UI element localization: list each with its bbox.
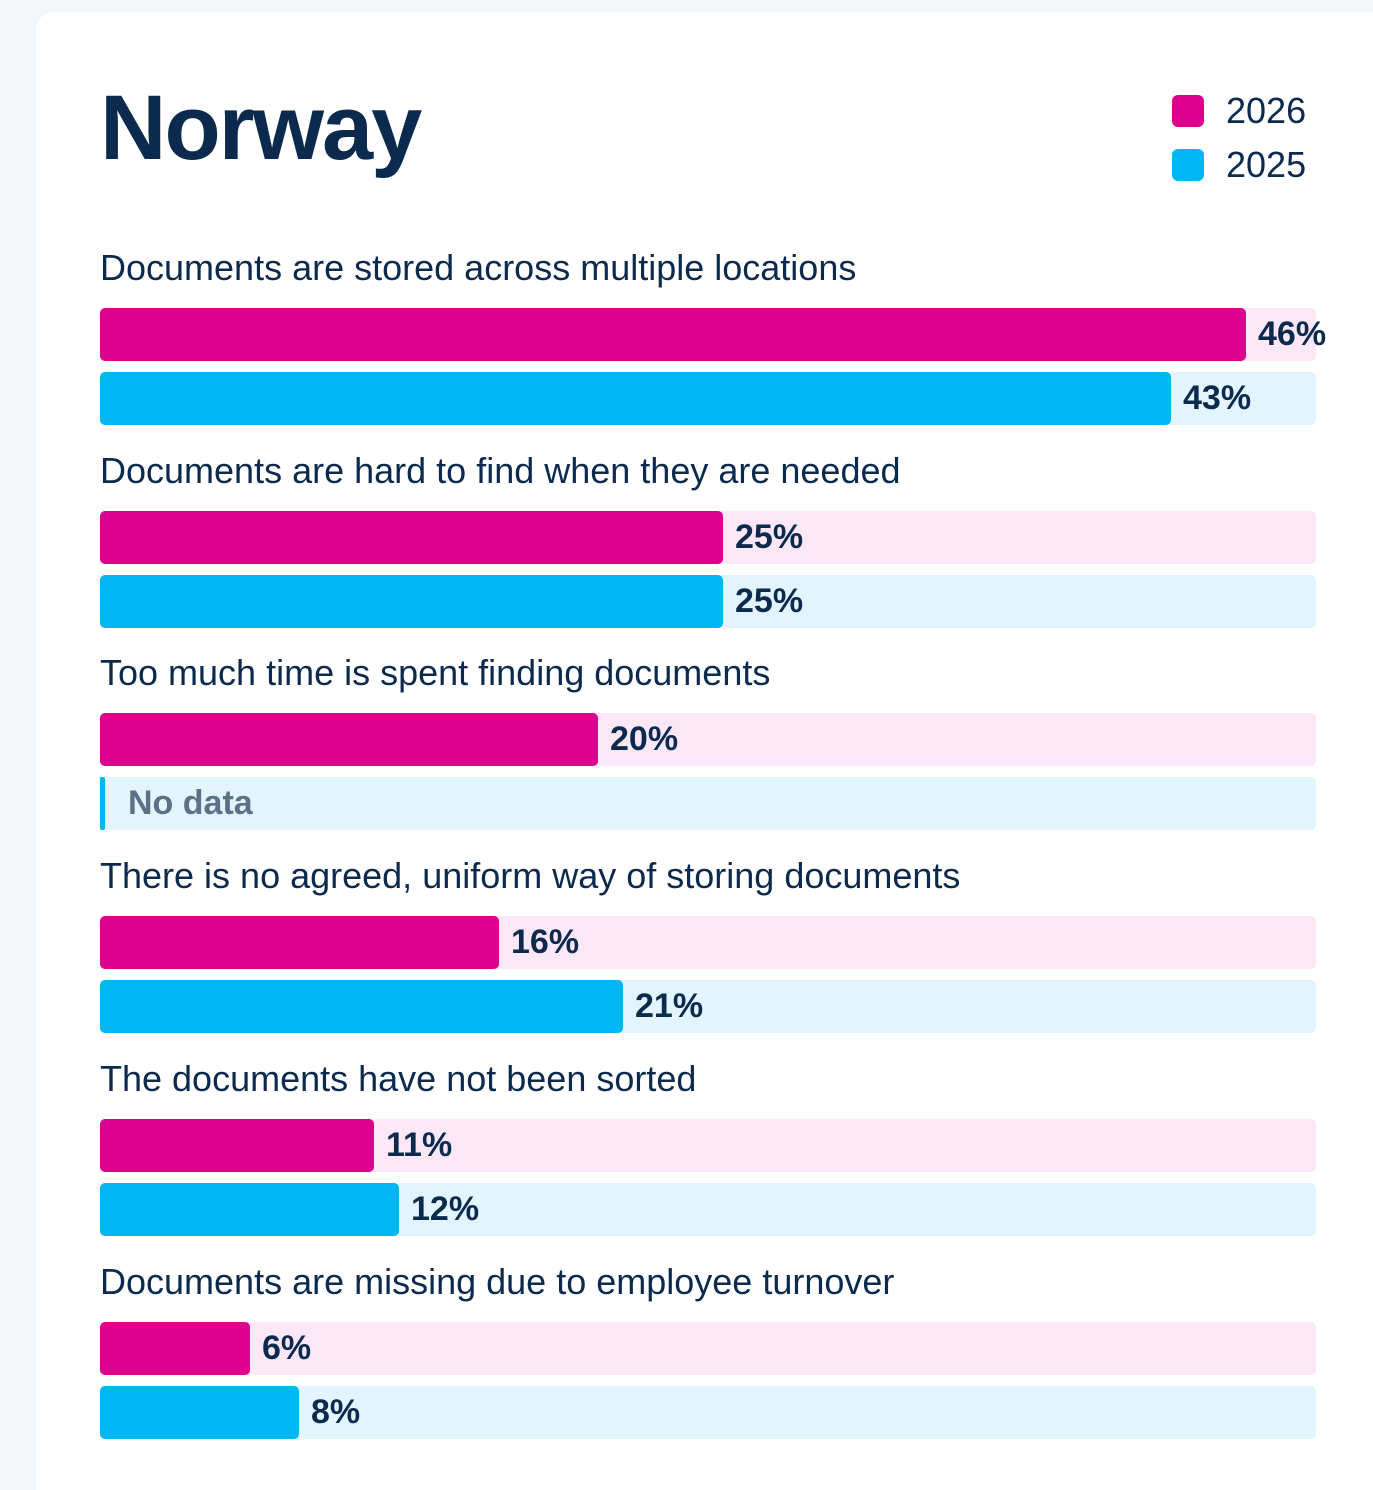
- bar-track-2025: 21%: [100, 980, 1316, 1033]
- category-group: The documents have not been sorted 11% 12%: [100, 1057, 1316, 1247]
- category-group: Documents are hard to find when they are…: [100, 449, 1316, 639]
- bar-2026: [100, 713, 598, 766]
- no-data-label: No data: [128, 784, 253, 822]
- data-label-2026: 6%: [262, 1329, 312, 1367]
- bar-track-2025: 43%: [100, 372, 1316, 425]
- bar-track-2025: 25%: [100, 575, 1316, 628]
- bar-2026: [100, 511, 723, 564]
- data-label-2026: 46%: [1258, 315, 1327, 353]
- category-group: There is no agreed, uniform way of stori…: [100, 854, 1316, 1044]
- bar-track-2025: 8%: [100, 1386, 1316, 1439]
- legend: 2026 2025: [1172, 84, 1306, 192]
- bar-track-2026: 25%: [100, 511, 1316, 564]
- data-label-2025: 25%: [735, 582, 804, 620]
- category-group: Too much time is spent finding documents…: [100, 651, 1316, 841]
- chart-card: Norway 2026 2025 Documents are stored ac…: [36, 12, 1373, 1490]
- data-label-2026: 16%: [511, 923, 580, 961]
- bar-2026: [100, 1119, 374, 1172]
- data-label-2025: 8%: [311, 1393, 361, 1431]
- no-data-marker: [100, 777, 105, 830]
- bar-2026: [100, 308, 1246, 361]
- category-label: Documents are missing due to employee tu…: [100, 1261, 895, 1302]
- legend-label-2025: 2025: [1226, 144, 1307, 185]
- bar-2026: [100, 916, 499, 969]
- bar-2025: [100, 575, 723, 628]
- bar-2025: [100, 1386, 299, 1439]
- category-label: Documents are stored across multiple loc…: [100, 247, 857, 288]
- category-label: There is no agreed, uniform way of stori…: [100, 855, 961, 896]
- category-group: Documents are missing due to employee tu…: [100, 1260, 1316, 1450]
- bar-track-2026: 20%: [100, 713, 1316, 766]
- data-label-2025: 21%: [635, 987, 704, 1025]
- legend-item-2026: 2026: [1172, 84, 1306, 138]
- data-label-2026: 25%: [735, 518, 804, 556]
- bar-2025: [100, 372, 1171, 425]
- category-label: Too much time is spent finding documents: [100, 652, 771, 693]
- data-label-2026: 20%: [610, 720, 679, 758]
- bar-track-2026: 46%: [100, 308, 1326, 361]
- category-group: Documents are stored across multiple loc…: [100, 246, 1326, 436]
- category-label: Documents are hard to find when they are…: [100, 450, 901, 491]
- legend-swatch-2026: [1172, 95, 1204, 127]
- data-label-2025: 43%: [1183, 379, 1252, 417]
- bar-2025: [100, 1183, 399, 1236]
- data-label-2025: 12%: [411, 1190, 480, 1228]
- legend-swatch-2025: [1172, 149, 1204, 181]
- bar-track-2026: 16%: [100, 916, 1316, 969]
- bar-2025: [100, 980, 623, 1033]
- data-label-2026: 11%: [386, 1126, 453, 1164]
- bar-track-2026: 6%: [100, 1322, 1316, 1375]
- legend-label-2026: 2026: [1226, 90, 1307, 131]
- category-label: The documents have not been sorted: [100, 1058, 697, 1099]
- bar-2026: [100, 1322, 250, 1375]
- bar-track-2025: No data: [100, 777, 1316, 830]
- bar-track-2025: 12%: [100, 1183, 1316, 1236]
- legend-item-2025: 2025: [1172, 138, 1306, 192]
- bar-track-2026: 11%: [100, 1119, 1316, 1172]
- chart-title: Norway: [100, 77, 422, 179]
